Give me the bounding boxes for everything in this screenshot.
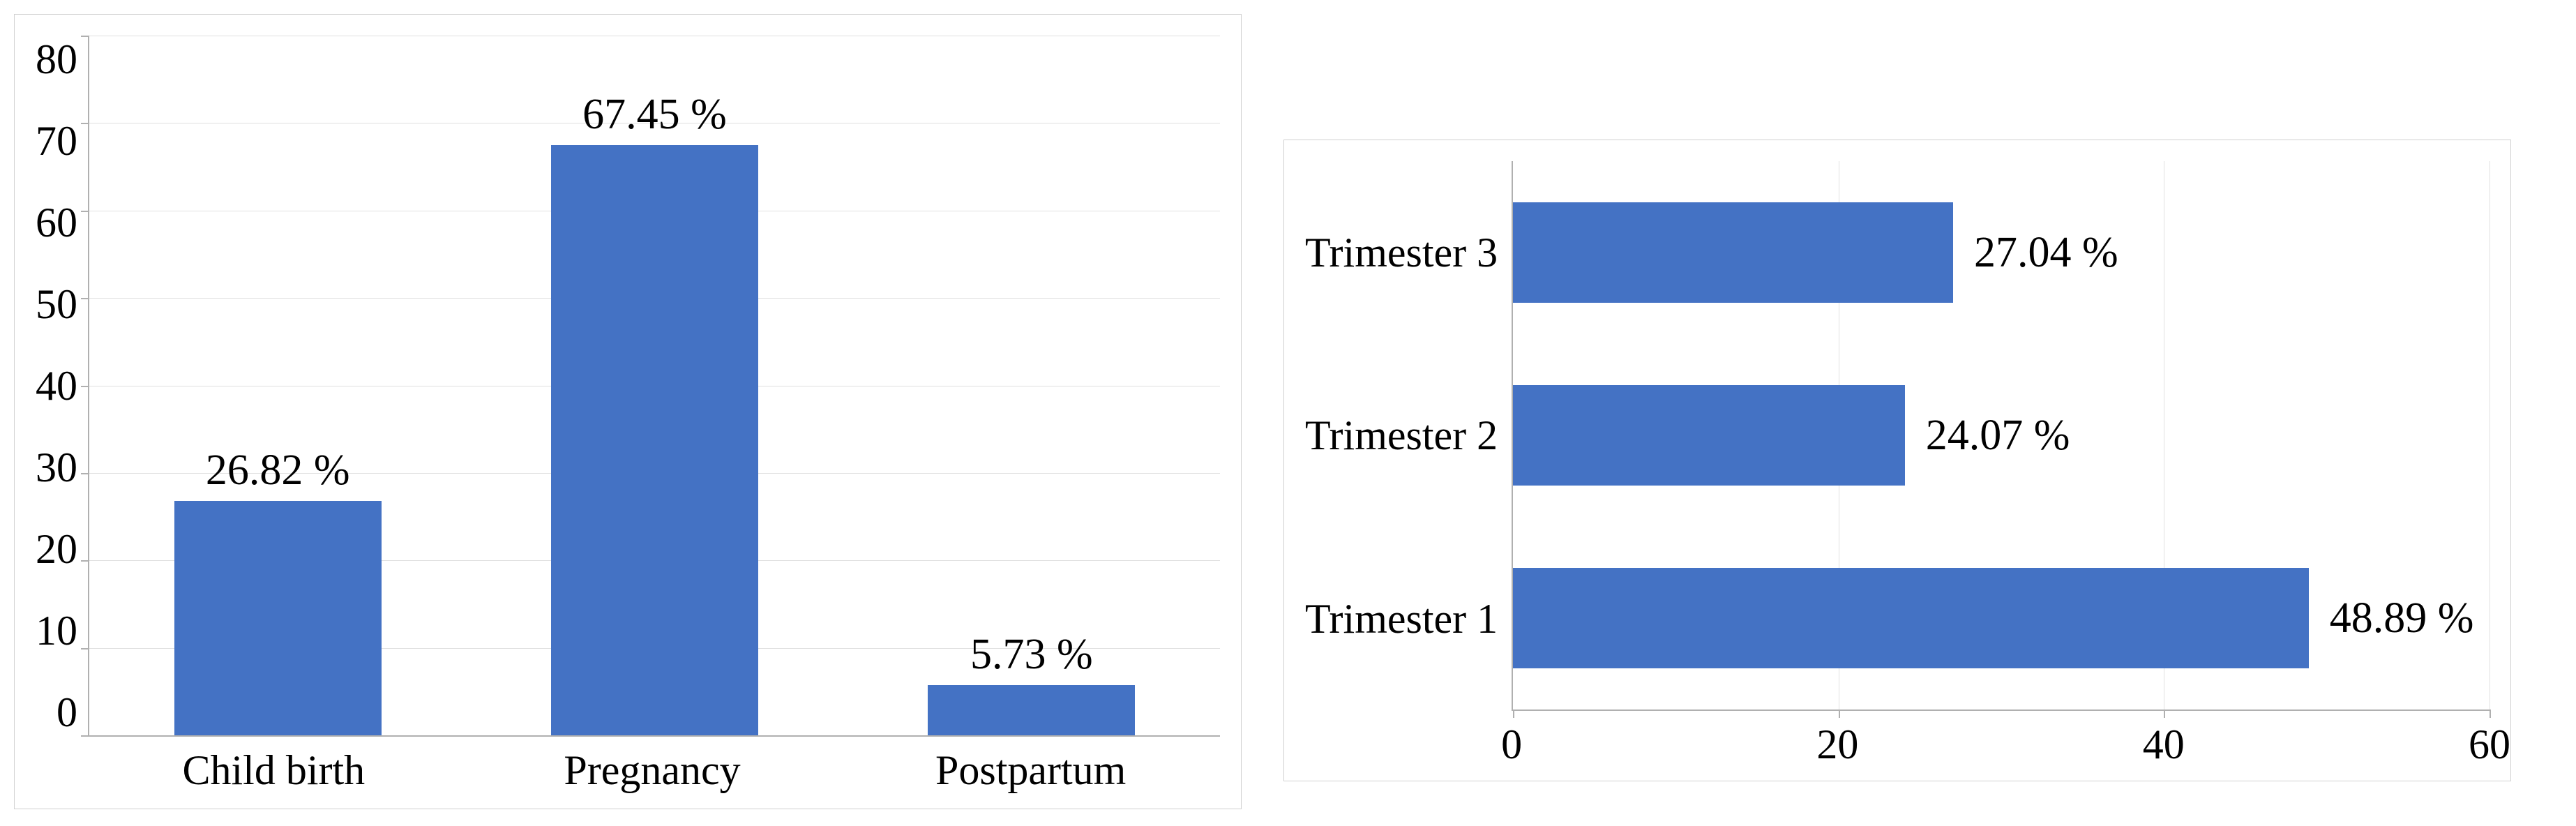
vchart-xaxis: Child birth Pregnancy Postpartum [36, 737, 1220, 795]
xtick-label: 40 [2143, 721, 2185, 769]
xcat-label: Pregnancy [463, 746, 842, 795]
xtick-label: 0 [1501, 721, 1522, 769]
ytick-label: 70 [36, 117, 77, 165]
xtick-label: 20 [1816, 721, 1858, 769]
vbar-childbirth [174, 501, 382, 735]
ytick-label: 50 [36, 280, 77, 329]
vbar-value-label: 67.45 % [582, 90, 727, 140]
ycat-label: Trimester 1 [1305, 595, 1498, 643]
ytick-label: 80 [36, 36, 77, 84]
vchart-bars: 26.82 % 67.45 % 5.73 % [89, 36, 1220, 735]
hchart-bars: 27.04 % 24.07 % 48.89 % [1513, 161, 2490, 709]
ytick-label: 20 [36, 525, 77, 573]
vchart-plot-area: 26.82 % 67.45 % 5.73 % [88, 36, 1220, 737]
pregnancy-period-chart: 80 70 60 50 40 30 20 10 0 26.82 % 67.45 … [14, 14, 1242, 809]
vbar-value-label: 26.82 % [206, 446, 350, 495]
hchart-xaxis: Trimester 3 0204060 [1305, 711, 2490, 767]
hbar-trimester1 [1513, 568, 2309, 668]
hbar-row: 24.07 % [1513, 344, 2490, 527]
ytick-label: 0 [57, 689, 77, 737]
hchart-body: Trimester 3 Trimester 2 Trimester 1 27.0… [1305, 161, 2490, 711]
vbar-postpartum [928, 685, 1135, 735]
hbar-row: 27.04 % [1513, 161, 2490, 344]
vbar-wrap: 5.73 % [843, 36, 1220, 735]
hbar-trimester3 [1513, 202, 1953, 303]
hbar-value-label: 48.89 % [2330, 594, 2474, 643]
vbar-wrap: 26.82 % [89, 36, 466, 735]
ytick-label: 30 [36, 444, 77, 492]
vbar-pregnancy [551, 145, 758, 735]
ytick-label: 60 [36, 199, 77, 247]
hbar-value-label: 27.04 % [1974, 228, 2118, 278]
xcat-label: Child birth [84, 746, 463, 795]
hbar-value-label: 24.07 % [1926, 411, 2070, 460]
vbar-wrap: 67.45 % [466, 36, 843, 735]
hchart-yaxis: Trimester 3 Trimester 2 Trimester 1 [1305, 161, 1512, 711]
ytick-label: 40 [36, 362, 77, 410]
xcat-label: Postpartum [841, 746, 1220, 795]
trimester-chart: Trimester 3 Trimester 2 Trimester 1 27.0… [1283, 140, 2511, 781]
vbar-value-label: 5.73 % [970, 630, 1093, 679]
ycat-label: Trimester 2 [1305, 412, 1498, 460]
xtick-label: 60 [2469, 721, 2510, 769]
ycat-label: Trimester 3 [1305, 229, 1498, 277]
hchart-xaxis-inner: 0204060 [1512, 711, 2490, 767]
hbar-row: 48.89 % [1513, 527, 2490, 709]
vchart-yaxis: 80 70 60 50 40 30 20 10 0 [36, 36, 88, 737]
ytick-label: 10 [36, 607, 77, 655]
vchart-body: 80 70 60 50 40 30 20 10 0 26.82 % 67.45 … [36, 36, 1220, 737]
hchart-plot-area: 27.04 % 24.07 % 48.89 % [1512, 161, 2490, 711]
hbar-trimester2 [1513, 385, 1905, 486]
